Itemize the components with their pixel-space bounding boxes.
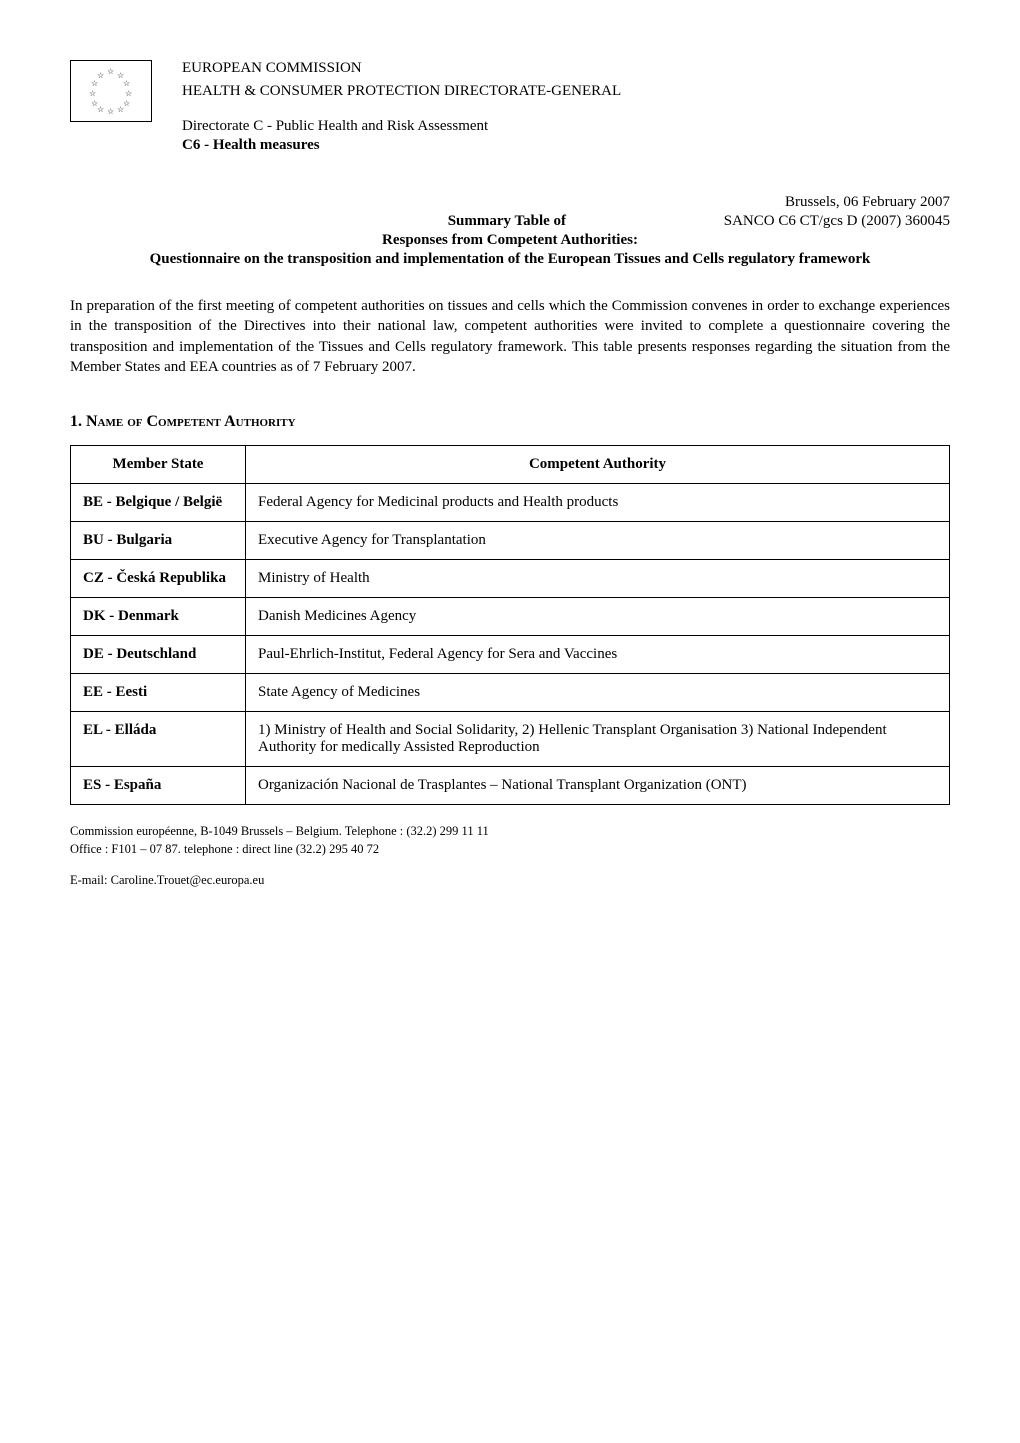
authority-cell: Executive Agency for Transplantation — [246, 522, 950, 560]
star-icon: ☆ — [97, 71, 104, 80]
table-row: ES - EspañaOrganización Nacional de Tras… — [71, 767, 950, 805]
eu-flag: ☆ ☆ ☆ ☆ ☆ ☆ ☆ ☆ ☆ ☆ ☆ ☆ — [70, 60, 152, 122]
member-state-cell: BU - Bulgaria — [71, 522, 246, 560]
star-icon: ☆ — [125, 89, 132, 98]
document-reference: SANCO C6 CT/gcs D (2007) 360045 — [724, 213, 950, 230]
table-row: DE - DeutschlandPaul-Ehrlich-Institut, F… — [71, 636, 950, 674]
page-footer: Commission européenne, B-1049 Brussels –… — [70, 823, 950, 890]
subtitle-line-2: Questionnaire on the transposition and i… — [70, 251, 950, 268]
member-state-cell: EL - Elláda — [71, 712, 246, 767]
eu-stars-ring: ☆ ☆ ☆ ☆ ☆ ☆ ☆ ☆ ☆ ☆ ☆ ☆ — [89, 69, 133, 113]
directorate-name: HEALTH & CONSUMER PROTECTION DIRECTORATE… — [182, 83, 950, 100]
summary-label: Summary Table of — [70, 213, 724, 230]
table-row: EL - Elláda1) Ministry of Health and Soc… — [71, 712, 950, 767]
table-row: EE - EestiState Agency of Medicines — [71, 674, 950, 712]
table-header-row: Member State Competent Authority — [71, 446, 950, 484]
star-icon: ☆ — [117, 105, 124, 114]
authority-cell: Ministry of Health — [246, 560, 950, 598]
star-icon: ☆ — [91, 79, 98, 88]
footer-line-2: Office : F101 – 07 87. telephone : direc… — [70, 841, 950, 859]
footer-line-1: Commission européenne, B-1049 Brussels –… — [70, 823, 950, 841]
commission-header: EUROPEAN COMMISSION HEALTH & CONSUMER PR… — [182, 60, 950, 154]
authority-cell: State Agency of Medicines — [246, 674, 950, 712]
org-name: EUROPEAN COMMISSION — [182, 60, 950, 77]
member-state-cell: DE - Deutschland — [71, 636, 246, 674]
table-row: BE - Belgique / BelgiëFederal Agency for… — [71, 484, 950, 522]
member-state-cell: DK - Denmark — [71, 598, 246, 636]
table-row: DK - DenmarkDanish Medicines Agency — [71, 598, 950, 636]
table-row: CZ - Česká RepublikaMinistry of Health — [71, 560, 950, 598]
table-row: BU - BulgariaExecutive Agency for Transp… — [71, 522, 950, 560]
authority-cell: 1) Ministry of Health and Social Solidar… — [246, 712, 950, 767]
section-heading: 1. Name of Competent Authority — [70, 413, 950, 431]
document-date: Brussels, 06 February 2007 — [70, 194, 950, 211]
letterhead: ☆ ☆ ☆ ☆ ☆ ☆ ☆ ☆ ☆ ☆ ☆ ☆ EUROPEAN COMMISS… — [70, 60, 950, 154]
footer-line-3: E-mail: Caroline.Trouet@ec.europa.eu — [70, 872, 950, 890]
star-icon: ☆ — [91, 99, 98, 108]
summary-row: Summary Table of SANCO C6 CT/gcs D (2007… — [70, 213, 950, 230]
star-icon: ☆ — [89, 89, 96, 98]
member-state-cell: ES - España — [71, 767, 246, 805]
member-state-cell: EE - Eesti — [71, 674, 246, 712]
col-header-authority: Competent Authority — [246, 446, 950, 484]
star-icon: ☆ — [107, 67, 114, 76]
authority-cell: Paul-Ehrlich-Institut, Federal Agency fo… — [246, 636, 950, 674]
intro-paragraph: In preparation of the first meeting of c… — [70, 296, 950, 377]
section-number: 1. — [70, 413, 86, 430]
col-header-member-state: Member State — [71, 446, 246, 484]
authority-cell: Danish Medicines Agency — [246, 598, 950, 636]
subtitle-line-1: Responses from Competent Authorities: — [70, 232, 950, 249]
directorate-sub: Directorate C - Public Health and Risk A… — [182, 118, 950, 135]
star-icon: ☆ — [123, 79, 130, 88]
member-state-cell: BE - Belgique / België — [71, 484, 246, 522]
competent-authority-table: Member State Competent Authority BE - Be… — [70, 445, 950, 805]
authority-cell: Federal Agency for Medicinal products an… — [246, 484, 950, 522]
star-icon: ☆ — [107, 107, 114, 116]
unit-name: C6 - Health measures — [182, 137, 950, 154]
authority-cell: Organización Nacional de Trasplantes – N… — [246, 767, 950, 805]
section-title: Name of Competent Authority — [86, 413, 296, 430]
member-state-cell: CZ - Česká Republika — [71, 560, 246, 598]
